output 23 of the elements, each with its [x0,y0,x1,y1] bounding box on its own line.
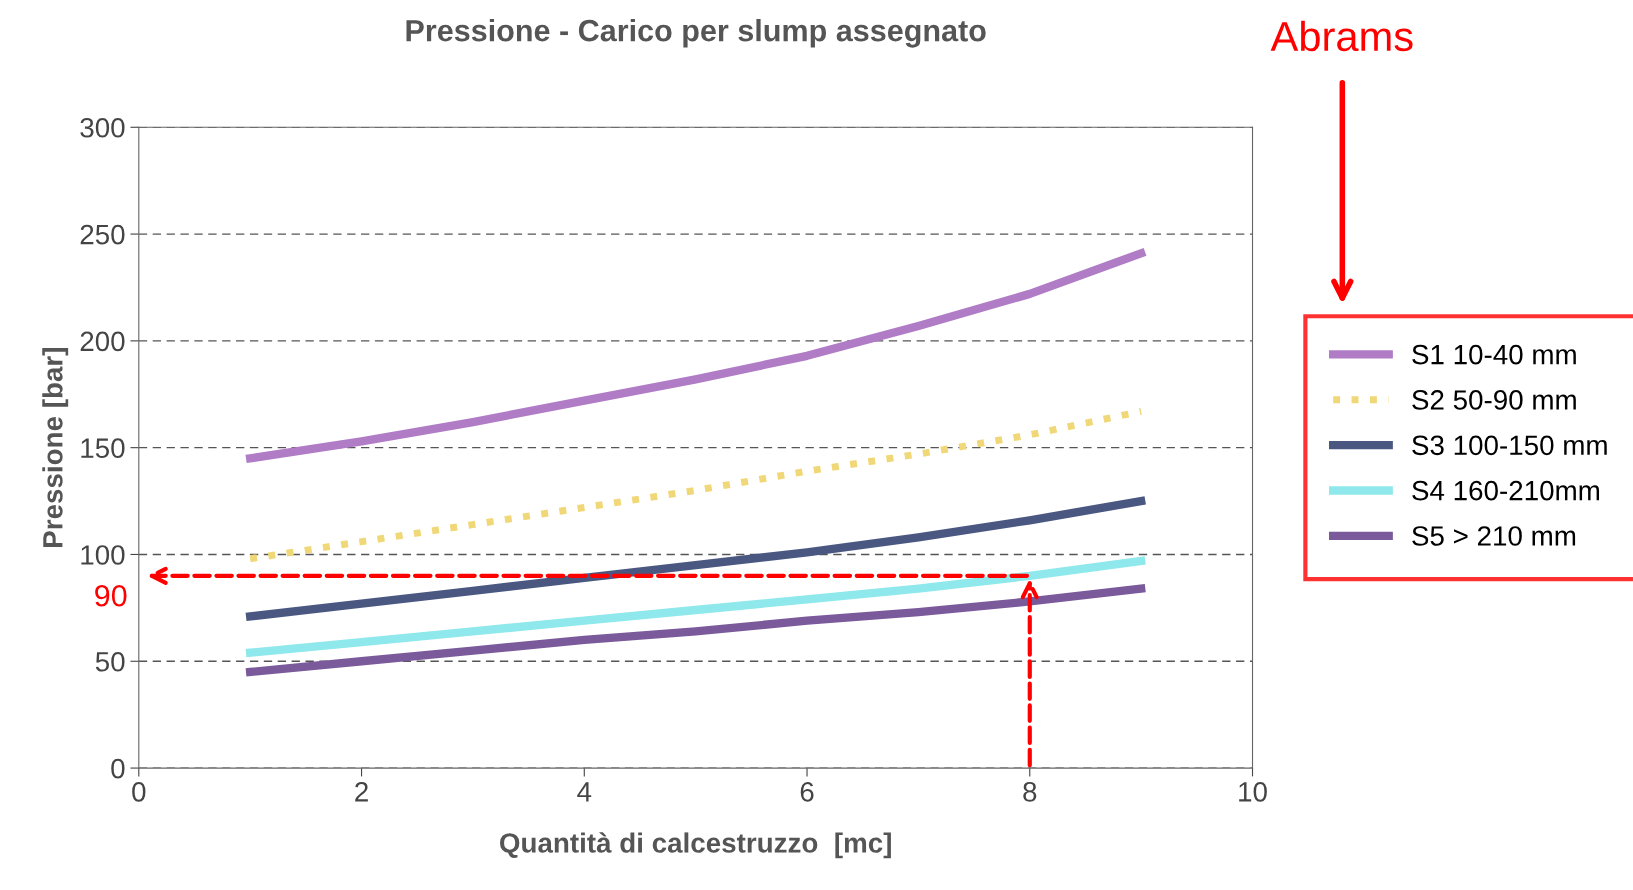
chart-title: Pressione - Carico per slump assegnato [406,19,986,48]
y-axis-title: Pressione [bar] [42,348,69,547]
x-tick-label: 2 [355,782,368,802]
y-tick-label: 50 [95,651,125,672]
legend-label: S5 > 210 mm [1412,526,1576,546]
y-tick-label: 300 [80,117,125,138]
y-tick-label: 100 [81,545,125,565]
y-tick-label: 200 [80,331,125,352]
legend-label: S1 10-40 mm [1412,344,1576,365]
x-axis-title: Quantità di calcestruzzo [mc] [500,832,891,859]
y-tick-label: 150 [81,438,125,459]
x-tick-label: 6 [800,782,814,802]
text: Abrams [1270,20,1413,52]
legend-label: S3 100-150 mm [1412,435,1607,456]
legend-label: S4 160-210mm [1412,480,1600,501]
x-tick-label: 4 [577,782,592,802]
x-tick-label: 10 [1239,782,1267,802]
annotation: 90 [95,584,127,607]
x-tick-label: 8 [1023,782,1037,802]
x-tick-label: 0 [132,782,146,802]
y-tick-label: 0 [111,758,125,779]
y-tick-label: 250 [80,224,125,245]
legend-label: S2 50-90 mm [1412,390,1576,410]
